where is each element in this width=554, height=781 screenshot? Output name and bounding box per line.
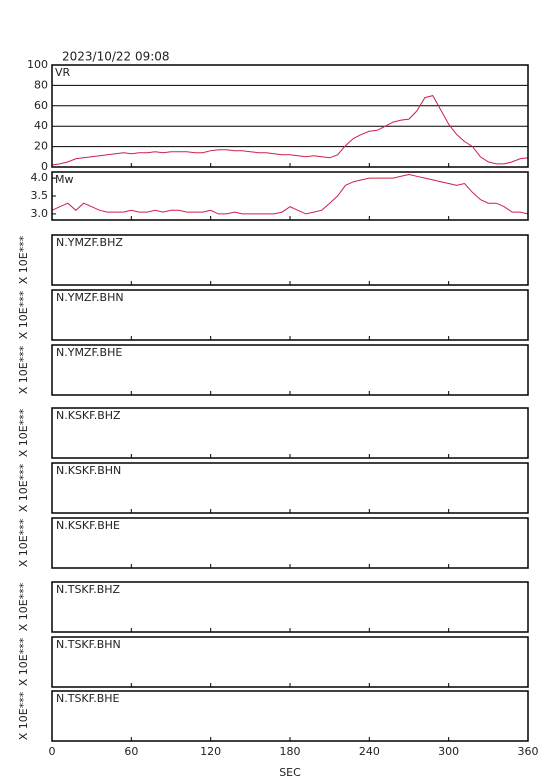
panel-frame (51, 407, 529, 459)
panel-frame (51, 64, 529, 168)
y-tick-label: 100 (27, 58, 48, 71)
panel-frame (51, 234, 529, 286)
y-tick-label: 4.0 (31, 171, 49, 184)
y-axis-label: X 10E*** (17, 582, 30, 631)
y-tick-label: 40 (34, 119, 48, 132)
panel-label: N.TSKF.BHZ (56, 583, 121, 596)
x-tick-label: 300 (438, 745, 459, 758)
y-tick-label: 80 (34, 78, 48, 91)
y-tick-label: 3.5 (31, 189, 49, 202)
panel-frame (51, 636, 529, 688)
panel-label: N.TSKF.BHN (56, 638, 121, 651)
y-axis-label: X 10E*** (17, 408, 30, 457)
panel-frame (51, 581, 529, 633)
panel-label: N.YMZF.BHZ (56, 236, 123, 249)
series-label: VR (55, 66, 71, 79)
y-axis-label: X 10E*** (17, 290, 30, 339)
x-tick-label: 240 (359, 745, 380, 758)
panel-label: N.KSKF.BHN (56, 464, 121, 477)
y-axis-label: X 10E*** (17, 463, 30, 512)
panel-frame (51, 289, 529, 341)
panel-label: N.KSKF.BHZ (56, 409, 121, 422)
panel-frame (51, 517, 529, 569)
panel-frame (51, 171, 529, 221)
panel-label: N.YMZF.BHN (56, 291, 124, 304)
chart-title: 2023/10/22 09:08 (62, 50, 170, 64)
panel-frame (51, 690, 529, 742)
y-axis-label: X 10E*** (17, 691, 30, 740)
panel-frame (51, 344, 529, 396)
y-tick-label: 20 (34, 140, 48, 153)
y-axis-label: X 10E*** (17, 637, 30, 686)
x-axis-label: SEC (279, 766, 301, 779)
y-axis-label: X 10E*** (17, 518, 30, 567)
x-tick-label: 180 (280, 745, 301, 758)
data-line (51, 173, 529, 215)
data-line (51, 95, 529, 166)
y-tick-label: 3.0 (31, 207, 49, 220)
x-tick-label: 360 (518, 745, 539, 758)
y-axis-label: X 10E*** (17, 345, 30, 394)
y-tick-label: 0 (41, 160, 48, 173)
panel-frame (51, 462, 529, 514)
panel-label: N.YMZF.BHE (56, 346, 122, 359)
panel-label: N.TSKF.BHE (56, 692, 120, 705)
x-tick-label: 0 (49, 745, 56, 758)
series-label: Mw (55, 173, 74, 186)
panel-label: N.KSKF.BHE (56, 519, 120, 532)
y-axis-label: X 10E*** (17, 235, 30, 284)
y-tick-label: 60 (34, 99, 48, 112)
x-tick-label: 120 (200, 745, 221, 758)
x-tick-label: 60 (124, 745, 138, 758)
